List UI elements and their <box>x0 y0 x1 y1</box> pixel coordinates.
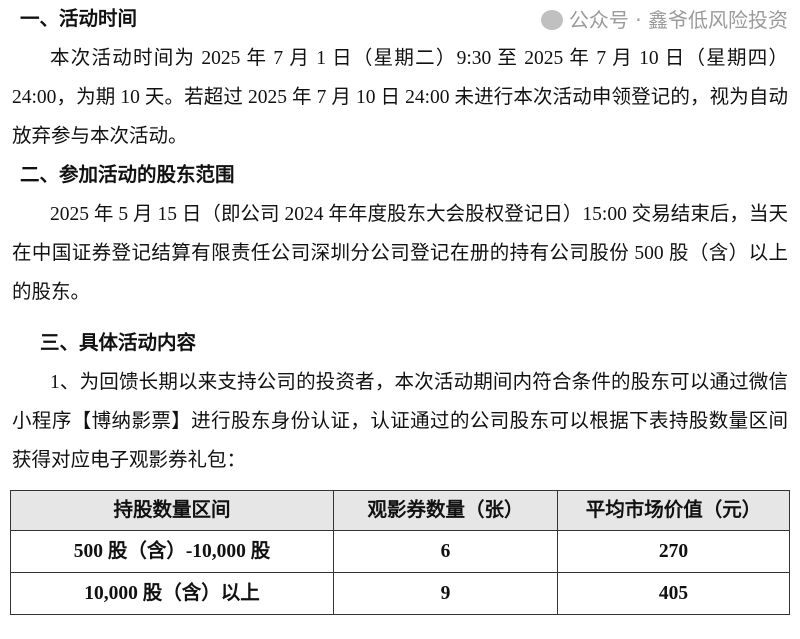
section-heading: 一、活动时间 <box>20 9 138 30</box>
table-header-row: 持股数量区间 观影券数量（张） 平均市场价值（元） <box>10 490 790 531</box>
watermark: 公众号 · 鑫爷低风险投资 <box>540 8 788 32</box>
reward-table: 持股数量区间 观影券数量（张） 平均市场价值（元） 500 股（含）-10,00… <box>10 490 790 615</box>
table-cell: 270 <box>557 530 790 573</box>
table-cell: 9 <box>333 572 558 615</box>
wechat-icon <box>540 10 563 30</box>
table-header: 平均市场价值（元） <box>557 490 790 531</box>
paragraph: 2025 年 5 月 15 日（即公司 2024 年年度股东大会股权登记日）15… <box>12 204 788 303</box>
document-body: 一、活动时间 本次活动时间为 2025 年 7 月 1 日（星期二）9:30 至… <box>10 0 790 623</box>
table-cell: 500 股（含）-10,000 股 <box>10 530 334 573</box>
table-cell: 10,000 股（含）以上 <box>10 572 334 615</box>
table-header: 观影券数量（张） <box>333 490 558 531</box>
paragraph: 1、为回馈长期以来支持公司的投资者，本次活动期间内符合条件的股东可以通过微信小程… <box>12 372 788 471</box>
table-row: 500 股（含）-10,000 股 6 270 <box>10 530 790 573</box>
table-cell: 405 <box>557 572 790 615</box>
table-row: 10,000 股（含）以上 9 405 <box>10 572 790 615</box>
watermark-text: 公众号 · 鑫爷低风险投资 <box>568 8 788 32</box>
table-header: 持股数量区间 <box>10 490 334 531</box>
paragraph: 本次活动时间为 2025 年 7 月 1 日（星期二）9:30 至 2025 年… <box>12 48 788 147</box>
section-heading: 二、参加活动的股东范围 <box>20 165 235 186</box>
section-heading: 三、具体活动内容 <box>40 333 197 354</box>
table-cell: 6 <box>333 530 558 573</box>
